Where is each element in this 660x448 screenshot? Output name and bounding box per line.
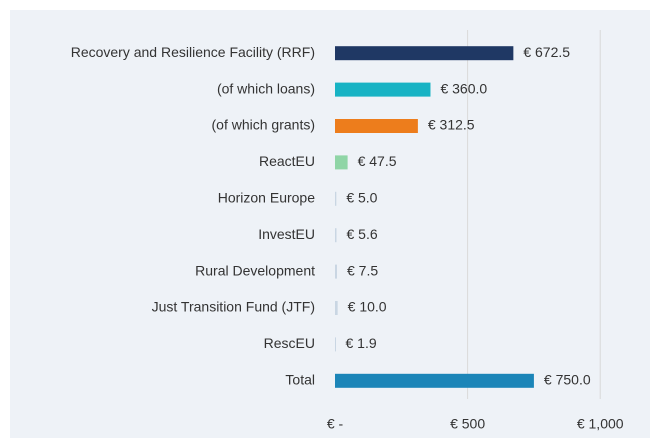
bar xyxy=(335,301,338,315)
value-label: € 360.0 xyxy=(440,80,487,96)
x-tick-label: € 1,000 xyxy=(577,416,624,432)
bar xyxy=(335,228,337,243)
value-label: € 672.5 xyxy=(523,44,570,60)
y-tick-label: (of which loans) xyxy=(217,80,315,96)
bar xyxy=(335,337,336,352)
x-tick-label: € 500 xyxy=(450,416,485,432)
y-tick-label: Rural Development xyxy=(195,262,315,278)
bar xyxy=(335,155,348,170)
y-tick-label: Just Transition Fund (JTF) xyxy=(152,299,315,315)
value-label: € 312.5 xyxy=(428,117,475,133)
chart-background xyxy=(10,10,650,438)
bar xyxy=(335,191,337,206)
bar xyxy=(335,82,431,97)
bar xyxy=(335,373,534,388)
value-label: € 1.9 xyxy=(346,335,377,351)
value-label: € 7.5 xyxy=(347,262,378,278)
y-tick-label: InvestEU xyxy=(258,226,315,242)
value-label: € 5.6 xyxy=(346,226,377,242)
value-label: € 47.5 xyxy=(358,153,397,169)
bar xyxy=(335,46,514,61)
y-tick-label: (of which grants) xyxy=(212,117,315,133)
bar xyxy=(335,119,418,133)
y-tick-label: Horizon Europe xyxy=(218,190,315,206)
value-label: € 750.0 xyxy=(544,372,591,388)
value-label: € 5.0 xyxy=(346,190,377,206)
x-tick-label: € - xyxy=(327,416,344,432)
bar xyxy=(335,264,337,279)
y-tick-label: ReactEU xyxy=(259,153,315,169)
y-tick-label: RescEU xyxy=(264,335,315,351)
y-tick-label: Recovery and Resilience Facility (RRF) xyxy=(71,44,315,60)
value-label: € 10.0 xyxy=(348,299,387,315)
y-tick-label: Total xyxy=(285,372,315,388)
